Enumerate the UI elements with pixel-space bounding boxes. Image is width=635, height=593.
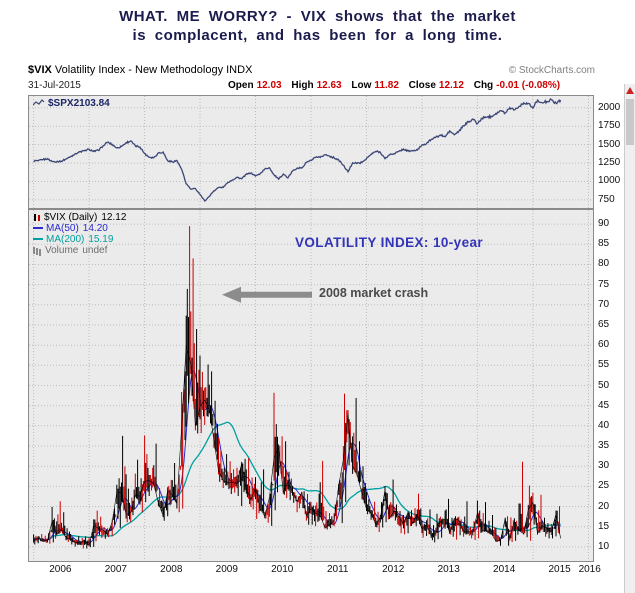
vix-legend-row: $VIX (Daily) 12.12 xyxy=(33,212,126,223)
y-axis-label: 45 xyxy=(598,399,610,411)
scroll-up-arrow[interactable] xyxy=(625,84,635,97)
x-axis-label: 2006 xyxy=(49,564,72,575)
y-axis-label: 25 xyxy=(598,480,610,492)
vix-y-axis: 90 85 80 75 70 65 60 55 50 45 40 35 30 25 20 15 10 xyxy=(598,210,634,561)
x-axis-label: 2010 xyxy=(271,564,294,575)
vix-label: $VIX (Daily) xyxy=(44,212,98,223)
spx-legend: $SPX2103.84 xyxy=(33,98,110,109)
y-axis-label: 1250 xyxy=(598,157,621,169)
scrollbar-thumb[interactable] xyxy=(626,99,634,145)
ma50-value: 14.20 xyxy=(82,223,108,234)
volume-legend-row: Volume undef xyxy=(33,245,126,256)
title-line1: WHAT. ME WORRY? - VIX shows that the mar… xyxy=(119,8,516,25)
spx-line-icon xyxy=(33,99,45,107)
chg-label: Chg xyxy=(473,80,494,91)
quote-header: 31-Jul-2015 Open 12.03 High 12.63 Low 11.82… xyxy=(28,80,595,91)
volume-bars-icon xyxy=(33,247,35,254)
y-axis-label: 35 xyxy=(598,440,610,452)
y-axis-label: 15 xyxy=(598,520,610,532)
chg-value: -0.01 (-0.08%) xyxy=(496,80,561,91)
high-value: 12.63 xyxy=(316,80,342,91)
volatility-annotation: VOLATILITY INDEX: 10-year xyxy=(295,235,484,250)
spx-y-axis: 2000 1750 1500 1250 1000 750 xyxy=(598,96,634,208)
y-axis-label: 75 xyxy=(598,278,610,290)
x-axis-label: 2007 xyxy=(104,564,127,575)
y-axis-label: 40 xyxy=(598,419,610,431)
quote-date: 31-Jul-2015 xyxy=(28,80,81,91)
y-axis-label: 10 xyxy=(598,540,610,552)
spx-plot-area xyxy=(29,96,593,208)
x-axis: 2006 2007 2008 2009 2010 2011 2012 2013 2014 2015… xyxy=(0,564,635,578)
crash-arrow-icon xyxy=(222,286,241,303)
y-axis-label: 65 xyxy=(598,318,610,330)
vix-plot-area xyxy=(29,210,593,561)
y-axis-label: 1000 xyxy=(598,175,621,187)
y-axis-label: 55 xyxy=(598,359,610,371)
ma50-label: MA(50) xyxy=(46,223,79,234)
x-axis-label: 2013 xyxy=(437,564,460,575)
ma200-line-icon xyxy=(33,238,43,241)
symbol-description: Volatility Index - New Methodology INDX xyxy=(54,64,253,76)
vix-legend: $VIX (Daily) 12.12 MA(50) 14.20 MA(200) 15.… xyxy=(33,212,126,256)
open-label: Open xyxy=(228,80,254,91)
x-axis-label: 2008 xyxy=(160,564,183,575)
y-axis-label: 85 xyxy=(598,238,610,250)
y-axis-label: 70 xyxy=(598,298,610,310)
scrollbar[interactable] xyxy=(624,84,635,593)
ma50-line-icon xyxy=(33,227,43,230)
vix-panel: $VIX (Daily) 12.12 MA(50) 14.20 MA(200) 15.… xyxy=(28,209,594,562)
volume-value: undef xyxy=(82,245,108,256)
low-value: 11.82 xyxy=(374,80,399,91)
spx-legend-label: $SPX xyxy=(48,98,74,109)
ma200-value: 15.19 xyxy=(88,234,114,245)
y-axis-label: 90 xyxy=(598,218,610,230)
crash-annotation: 2008 market crash xyxy=(319,286,429,300)
low-label: Low xyxy=(351,80,372,91)
y-axis-label: 50 xyxy=(598,379,610,391)
title-line2: is complacent, and has been for a long t… xyxy=(132,27,503,44)
symbol-label: $VIX xyxy=(28,64,52,76)
spx-legend-value: 2103.84 xyxy=(73,98,110,109)
x-axis-label: 2016 xyxy=(578,564,601,575)
x-axis-label: 2011 xyxy=(326,564,349,575)
y-axis-label: 1750 xyxy=(598,120,621,132)
spx-panel: $SPX2103.84 xyxy=(28,95,594,209)
page-title: WHAT. ME WORRY? - VIX shows that the mar… xyxy=(0,7,635,45)
y-axis-label: 2000 xyxy=(598,101,621,113)
y-axis-label: 1500 xyxy=(598,138,621,150)
y-axis-label: 30 xyxy=(598,460,610,472)
y-axis-label: 20 xyxy=(598,500,610,512)
candlestick-icon xyxy=(33,213,41,222)
close-value: 12.12 xyxy=(438,80,464,91)
red-up-triangle-icon xyxy=(626,87,634,94)
vix-value: 12.12 xyxy=(101,212,127,223)
open-value: 12.03 xyxy=(256,80,282,91)
y-axis-label: 60 xyxy=(598,339,610,351)
x-axis-label: 2015 xyxy=(548,564,571,575)
stockcharts-credit: © StockCharts.com xyxy=(508,65,595,76)
volume-label: Volume xyxy=(45,245,79,256)
ma200-legend-row: MA(200) 15.19 xyxy=(33,234,126,245)
chart-header: $VIX Volatility Index - New Methodology … xyxy=(28,64,595,76)
ma200-label: MA(200) xyxy=(46,234,85,245)
x-axis-label: 2009 xyxy=(215,564,238,575)
y-axis-label: 80 xyxy=(598,258,610,270)
ma50-legend-row: MA(50) 14.20 xyxy=(33,223,126,234)
x-axis-label: 2012 xyxy=(382,564,405,575)
quote-row: Open 12.03 High 12.63 Low 11.82 Close 12.12 … xyxy=(228,80,560,91)
high-label: High xyxy=(291,80,314,91)
x-axis-label: 2014 xyxy=(493,564,516,575)
close-label: Close xyxy=(408,80,436,91)
y-axis-label: 750 xyxy=(598,193,615,205)
